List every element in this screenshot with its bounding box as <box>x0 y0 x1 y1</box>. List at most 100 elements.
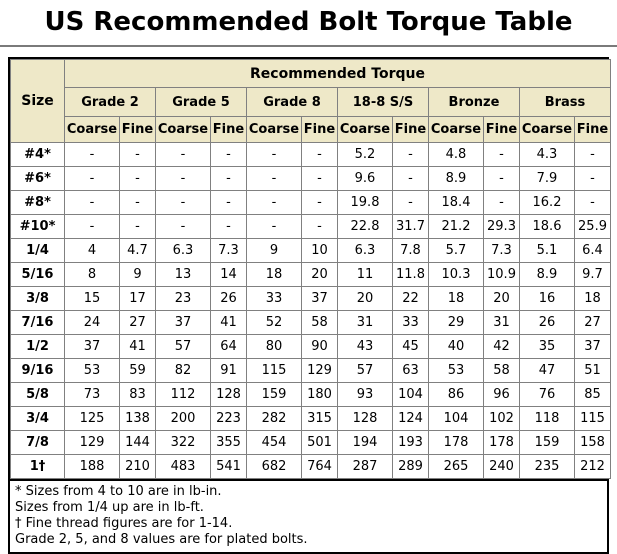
torque-value-cell: 15 <box>64 286 120 311</box>
torque-value-cell: 7.3 <box>210 238 247 263</box>
size-label-7-8: 7/8 <box>10 430 65 455</box>
table-row-5-8: 5/8 73 83 112 128 159 180 93 104 86 96 76 85 <box>10 382 612 407</box>
table-row-4: #4* - - - - - -5.2-4.8-4.3- <box>10 142 612 167</box>
torque-value-cell: - <box>64 142 120 167</box>
torque-value-cell: 287 <box>337 454 393 479</box>
torque-value-cell: 27 <box>573 310 612 335</box>
torque-value-cell: 40 <box>428 334 484 359</box>
group-header-grade-8: Grade 8 <box>246 87 338 117</box>
torque-value-cell: 64 <box>210 334 247 359</box>
torque-value-cell: 764 <box>301 454 338 479</box>
torque-value-cell: 129 <box>301 358 338 383</box>
torque-value-cell: 118 <box>519 406 575 431</box>
footnote: Grade 2, 5, and 8 values are for plated … <box>15 532 308 547</box>
torque-value-cell: 8.9 <box>519 262 575 287</box>
torque-value-cell: 91 <box>210 358 247 383</box>
torque-value-cell: - <box>483 190 520 215</box>
torque-value-cell: 282 <box>246 406 302 431</box>
torque-value-cell: 26 <box>519 310 575 335</box>
torque-value-cell: 41 <box>210 310 247 335</box>
group-header-brass: Brass <box>518 87 612 117</box>
torque-value-cell: 4 <box>64 238 120 263</box>
torque-value-cell: 33 <box>246 286 302 311</box>
torque-value-cell: 11.8 <box>392 262 429 287</box>
torque-value-cell: - <box>246 166 302 191</box>
torque-value-cell: - <box>155 166 211 191</box>
torque-value-cell: 7.8 <box>392 238 429 263</box>
group-header-grade-2: Grade 2 <box>64 87 156 117</box>
torque-value-cell: 16 <box>519 286 575 311</box>
torque-value-cell: 16.2 <box>519 190 575 215</box>
torque-value-cell: 86 <box>428 382 484 407</box>
torque-value-cell: - <box>246 190 302 215</box>
torque-value-cell: 35 <box>519 334 575 359</box>
torque-value-cell: 31 <box>483 310 520 335</box>
torque-value-cell: 178 <box>483 430 520 455</box>
table-row-7-16: 7/16 24 27 37 41 52 58 31 33 29 31 26 27 <box>10 310 612 335</box>
torque-value-cell: 57 <box>155 334 211 359</box>
table-row-1-2: 1/2 37 41 57 64 80 90 43 45 40 42 35 37 <box>10 334 612 359</box>
torque-value-cell: 124 <box>392 406 429 431</box>
torque-value-cell: 128 <box>337 406 393 431</box>
torque-value-cell: - <box>392 166 429 191</box>
torque-value-cell: 315 <box>301 406 338 431</box>
torque-value-cell: 59 <box>119 358 156 383</box>
torque-value-cell: 26 <box>210 286 247 311</box>
torque-value-cell: 22.8 <box>337 214 393 239</box>
torque-value-cell: - <box>119 214 156 239</box>
torque-value-cell: 159 <box>246 382 302 407</box>
torque-value-cell: 223 <box>210 406 247 431</box>
torque-value-cell: 20 <box>483 286 520 311</box>
size-label-7-16: 7/16 <box>10 310 65 335</box>
torque-value-cell: 178 <box>428 430 484 455</box>
torque-value-cell: - <box>64 214 120 239</box>
torque-value-cell: - <box>119 190 156 215</box>
torque-value-cell: 4.8 <box>428 142 484 167</box>
group-header-grade-5: Grade 5 <box>155 87 247 117</box>
grade-group-row: Grade 2 Grade 5 Grade 8 18-8 S/S Bronze Brass <box>11 87 612 117</box>
page-title: US Recommended Bolt Torque Table <box>44 7 573 37</box>
torque-value-cell: 47 <box>519 358 575 383</box>
torque-value-cell: 37 <box>64 334 120 359</box>
torque-value-cell: 8 <box>64 262 120 287</box>
torque-value-cell: 144 <box>119 430 156 455</box>
torque-value-cell: 194 <box>337 430 393 455</box>
size-label-3-8: 3/8 <box>10 286 65 311</box>
torque-value-cell: 53 <box>428 358 484 383</box>
subheader-grade-5-coarse: Coarse <box>155 116 211 143</box>
torque-value-cell: 14 <box>210 262 247 287</box>
footnote: Sizes from 1/4 up are in lb-ft. <box>15 500 204 515</box>
footnotes: * Sizes from 4 to 10 are in lb-in. Sizes … <box>10 479 607 552</box>
torque-value-cell: 63 <box>392 358 429 383</box>
torque-value-cell: 265 <box>428 454 484 479</box>
torque-value-cell: 159 <box>519 430 575 455</box>
torque-value-cell: 21.2 <box>428 214 484 239</box>
torque-value-cell: - <box>119 142 156 167</box>
torque-value-cell: - <box>573 166 612 191</box>
torque-value-cell: 682 <box>246 454 302 479</box>
torque-value-cell: 18 <box>428 286 484 311</box>
torque-value-cell: 128 <box>210 382 247 407</box>
torque-value-cell: - <box>64 166 120 191</box>
torque-table-frame: Size Recommended Torque Grade 2 Grade 5 Gr… <box>8 57 612 554</box>
torque-value-cell: 27 <box>119 310 156 335</box>
table-row-3-4: 3/4 125 138 200 223 282 315 128 124 104 102 118 115 <box>10 406 612 431</box>
size-label-5-8: 5/8 <box>10 382 65 407</box>
torque-value-cell: 20 <box>337 286 393 311</box>
torque-value-cell: 57 <box>337 358 393 383</box>
torque-value-cell: 76 <box>519 382 575 407</box>
torque-value-cell: 24 <box>64 310 120 335</box>
torque-value-cell: 23 <box>155 286 211 311</box>
torque-value-cell: 85 <box>573 382 612 407</box>
torque-value-cell: 10.9 <box>483 262 520 287</box>
torque-value-cell: - <box>210 166 247 191</box>
torque-value-cell: - <box>246 214 302 239</box>
torque-value-cell: 454 <box>246 430 302 455</box>
torque-value-cell: 58 <box>483 358 520 383</box>
torque-value-cell: 6.3 <box>155 238 211 263</box>
torque-value-cell: 6.4 <box>573 238 612 263</box>
torque-value-cell: 212 <box>573 454 612 479</box>
torque-value-cell: - <box>210 190 247 215</box>
torque-value-cell: 200 <box>155 406 211 431</box>
torque-value-cell: 43 <box>337 334 393 359</box>
